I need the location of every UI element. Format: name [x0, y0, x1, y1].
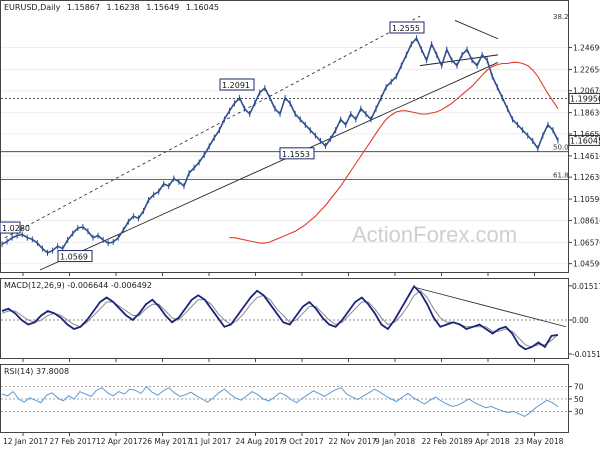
fib-label-38-2: 38.2: [553, 13, 569, 21]
topping-trendline: [454, 20, 499, 40]
swing-level-box: [0, 221, 21, 234]
swing-level-box: [389, 21, 425, 34]
rsi-ytick-label: 50: [574, 395, 584, 404]
header-high: 1.16238: [107, 3, 140, 12]
watermark: ActionForex.com: [352, 222, 517, 247]
swing-level-box: [219, 78, 255, 91]
macd-panel-frame: [0, 278, 569, 359]
price-ytick-label: 1.18630: [573, 109, 600, 118]
moving-average-line: [229, 61, 559, 244]
price-ytick-label: 1.08610: [573, 216, 600, 225]
price-ytick-label: 1.12630: [573, 173, 600, 182]
rsi-panel-header: RSI(14) 37.8008: [4, 367, 69, 376]
swing-level-box: [57, 250, 93, 263]
macd-panel-header: MACD(12,26,9) -0.006644 -0.006492: [4, 281, 152, 290]
header-close: 1.16045: [186, 3, 219, 12]
swing-level-box: [279, 147, 315, 160]
xtick-label: 11 Jul 2017: [189, 437, 232, 446]
rsi-line: [1, 385, 559, 417]
xtick-label: 12 Apr 2017: [96, 437, 143, 446]
last-price-box: [568, 134, 600, 146]
xtick-label: 26 May 2017: [143, 437, 192, 446]
macd-line: [1, 284, 559, 351]
price-ytick-label: 1.06570: [573, 238, 600, 247]
swing-level-label: 1.2091: [222, 81, 250, 90]
swing-level-label: 1.2555: [392, 24, 420, 33]
macd-ytick-label: 0.00: [572, 316, 589, 325]
swing-level-label: 1.0280: [2, 224, 30, 233]
price-ytick-label: 1.16650: [573, 130, 600, 139]
header-open: 1.15867: [67, 3, 100, 12]
fib-label: 50.0: [553, 144, 569, 152]
level-price-box: [568, 92, 600, 104]
rising-trendline: [39, 61, 499, 271]
channel-upper-line: [4, 15, 421, 239]
macd-trendline: [414, 286, 567, 328]
xtick-label: 24 Aug 2017: [236, 437, 284, 446]
rsi-ytick-label: 30: [574, 407, 584, 416]
swing-level-label: 1.0569: [60, 253, 88, 262]
xtick-label: 22 Feb 2018: [422, 437, 469, 446]
xtick-label: 12 Jan 2017: [3, 437, 48, 446]
rsi-ytick-label: 70: [574, 383, 584, 392]
xtick-label: 9 Jan 2018: [375, 437, 415, 446]
price-ytick-label: 1.22650: [573, 65, 600, 74]
header-symbol: EURUSD,Daily: [4, 3, 61, 12]
price-ytick-label: 1.10590: [573, 195, 600, 204]
rsi-panel-frame: [0, 364, 569, 433]
fib-label: 61.8: [553, 172, 569, 180]
last-price-label: 1.16045: [570, 136, 600, 145]
xtick-label: 23 May 2018: [515, 437, 564, 446]
swing-level-label: 1.1553: [282, 150, 310, 159]
price-panel-header: EURUSD,Daily 1.15867 1.16238 1.15649 1.1…: [4, 3, 219, 12]
macd-signal-line: [1, 290, 559, 348]
header-low: 1.15649: [146, 3, 179, 12]
xtick-label: 27 Feb 2017: [50, 437, 97, 446]
price-panel-frame: [0, 0, 569, 273]
macd-ytick-label: -0.015109: [572, 350, 600, 359]
xtick-label: 9 Apr 2018: [468, 437, 510, 446]
level-price-label: 1.19950: [570, 94, 600, 103]
xtick-label: 22 Nov 2017: [329, 437, 377, 446]
price-ytick-label: 1.14610: [573, 152, 600, 161]
price-ytick-label: 1.20670: [573, 87, 600, 96]
macd-ytick-label: 0.015176: [572, 282, 600, 291]
xtick-label: 9 Oct 2017: [282, 437, 324, 446]
price-ytick-label: 1.24690: [573, 43, 600, 52]
